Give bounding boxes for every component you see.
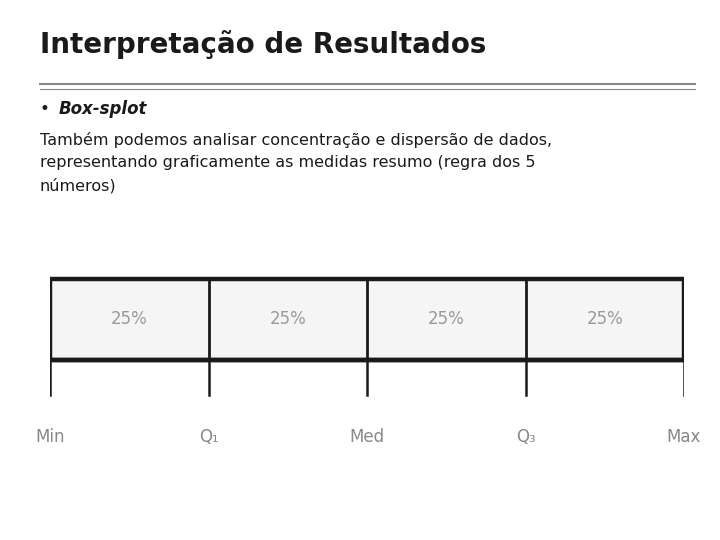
Text: Min: Min xyxy=(36,428,65,445)
Text: 25%: 25% xyxy=(586,310,624,328)
Text: Max: Max xyxy=(667,428,701,445)
Text: Interpretação de Resultados: Interpretação de Resultados xyxy=(40,30,486,59)
Bar xyxy=(50,279,684,360)
Text: Box-splot: Box-splot xyxy=(59,100,148,118)
Text: •: • xyxy=(40,100,50,118)
Text: 25%: 25% xyxy=(111,310,148,328)
Text: Q₁: Q₁ xyxy=(199,428,219,445)
Text: Q₃: Q₃ xyxy=(516,428,536,445)
Text: Também podemos analisar concentração e dispersão de dados,
representando grafica: Também podemos analisar concentração e d… xyxy=(40,132,552,193)
Text: 25%: 25% xyxy=(269,310,307,328)
Text: Med: Med xyxy=(350,428,384,445)
Text: 25%: 25% xyxy=(428,310,465,328)
